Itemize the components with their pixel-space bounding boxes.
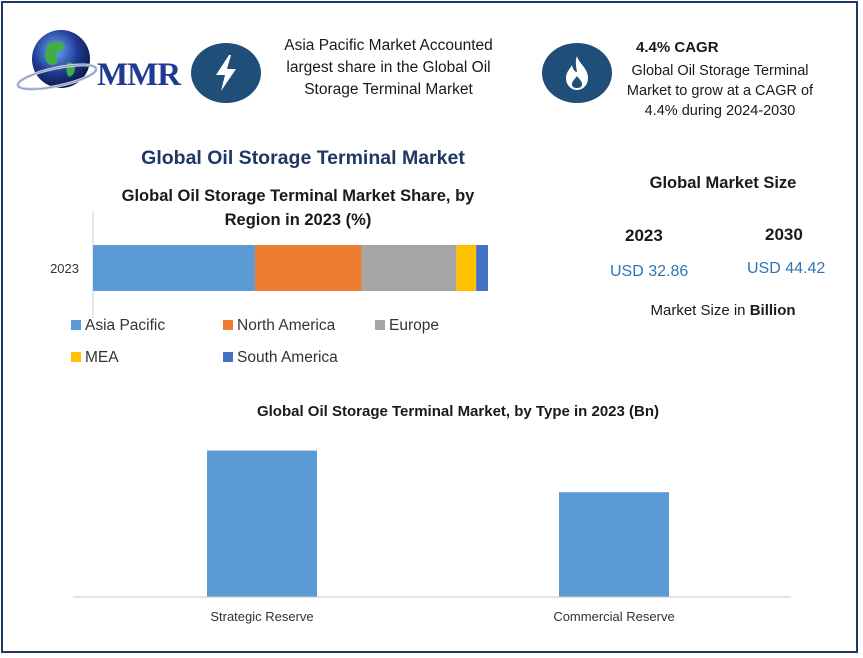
mmr-logo: MMR	[13, 23, 181, 98]
region-chart-title-line-2: Region in 2023 (%)	[224, 211, 372, 229]
year-2023-label: 2023	[625, 226, 663, 245]
category-label: 2023	[50, 261, 79, 276]
highlight-cagr: Global Oil Storage Terminal Market to gr…	[615, 61, 825, 121]
bar-segment-mea	[456, 245, 477, 291]
legend-swatch-asia-pacific	[71, 320, 81, 330]
highlight-2-line-2: Market to grow at a CAGR of	[626, 83, 814, 99]
highlight-1-line-3: Storage Terminal Market	[304, 81, 473, 98]
region-chart-title-line-1: Global Oil Storage Terminal Market Share…	[121, 187, 475, 205]
legend-swatch-south-america	[223, 352, 233, 362]
lightning-icon	[216, 55, 236, 91]
legend-label-asia-pacific: Asia Pacific	[85, 317, 165, 334]
x-tick-label: Commercial Reserve	[553, 609, 674, 624]
highlight-2-line-1: Global Oil Storage Terminal	[631, 63, 809, 79]
lightning-badge	[191, 43, 261, 103]
market-size-unit-bold: Billion	[749, 302, 796, 319]
legend-label-south-america: South America	[237, 349, 338, 366]
bar-segment-south-america	[476, 245, 488, 291]
region-share-chart: 2023 Asia Pacific North America Europe MEA So…	[50, 211, 488, 366]
legend-label-europe: Europe	[389, 317, 439, 334]
x-tick-label: Strategic Reserve	[210, 609, 313, 624]
legend-swatch-europe	[375, 320, 385, 330]
highlight-1-line-1: Asia Pacific Market Accounted	[284, 37, 493, 54]
bar-segment-europe	[361, 245, 457, 291]
type-bar-chart: Strategic Reserve Commercial Reserve	[73, 450, 791, 624]
flame-badge	[542, 43, 612, 103]
year-2030-label: 2030	[765, 225, 803, 244]
cagr-title: 4.4% CAGR	[636, 39, 719, 56]
legend-swatch-north-america	[223, 320, 233, 330]
market-value-2030: USD 44.42	[747, 260, 826, 277]
legend-label-mea: MEA	[85, 349, 119, 366]
bar-segment-asia-pacific	[93, 245, 255, 291]
market-size-title: Global Market Size	[649, 174, 797, 192]
type-bar-commercial-reserve	[559, 492, 669, 597]
market-value-2023: USD 32.86	[610, 263, 689, 280]
market-size-unit-prefix: Market Size in	[650, 302, 750, 319]
flame-icon	[566, 56, 588, 90]
logo-text: MMR	[97, 57, 181, 93]
type-chart-title: Global Oil Storage Terminal Market, by T…	[256, 403, 660, 420]
highlight-2-line-3: 4.4% during 2024-2030	[644, 103, 796, 119]
page-title: Global Oil Storage Terminal Market	[141, 147, 465, 169]
legend-swatch-mea	[71, 352, 81, 362]
type-bar-strategic-reserve	[207, 450, 317, 597]
legend-label-north-america: North America	[237, 317, 336, 334]
globe-icon	[16, 30, 98, 91]
bar-segment-north-america	[254, 245, 362, 291]
market-size-unit: Market Size in Billion	[618, 302, 828, 319]
highlight-1-line-2: largest share in the Global Oil	[286, 59, 491, 76]
region-chart-title: Global Oil Storage Terminal Market Share…	[103, 184, 493, 232]
highlight-asia-pacific: Asia Pacific Market Accounted largest sh…	[261, 35, 516, 101]
